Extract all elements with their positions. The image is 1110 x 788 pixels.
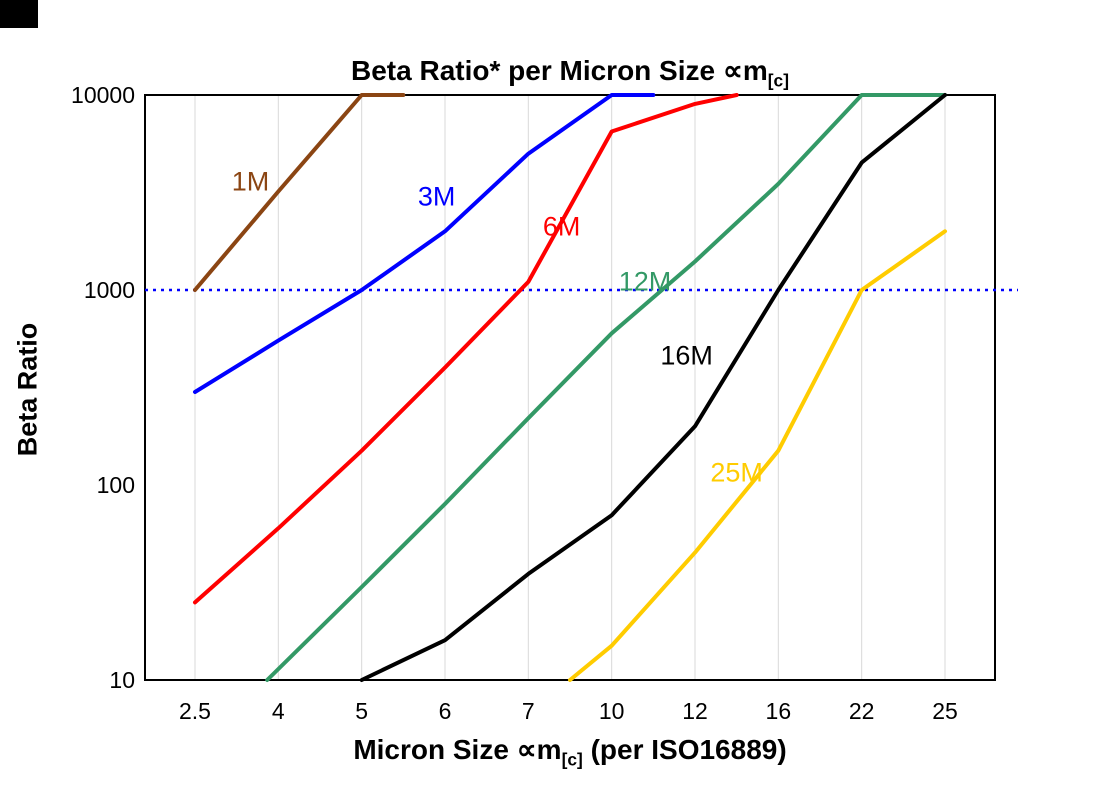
series-label-12M: 12M	[618, 266, 672, 297]
series-line-25M	[568, 229, 947, 682]
series-line-16M	[359, 93, 947, 682]
x-axis-title-subscript: [c]	[561, 749, 583, 770]
series-line-1M	[193, 93, 406, 292]
x-axis-title-text: Micron Size ∝m	[353, 734, 562, 765]
series-label-1M: 1M	[231, 166, 270, 197]
series-label-3M: 3M	[417, 181, 456, 212]
x-tick-label: 12	[682, 698, 708, 724]
series-label-6M: 6M	[542, 211, 581, 242]
x-tick-label: 4	[271, 698, 285, 724]
series-line-12M	[265, 93, 947, 682]
plot-border	[144, 94, 996, 681]
chart-title-subscript: [c]	[767, 70, 789, 91]
x-tick-label: 16	[765, 698, 792, 724]
y-tick-label: 10	[109, 667, 135, 693]
series-line-6M	[193, 93, 739, 605]
x-tick-label: 7	[521, 698, 535, 724]
y-tick-label: 100	[96, 472, 135, 498]
series-label-25M: 25M	[710, 457, 763, 488]
x-tick-label: 6	[438, 698, 452, 724]
y-tick-label: 1000	[83, 277, 135, 303]
x-axis-title-suffix: (per ISO16889)	[582, 734, 787, 765]
chart-title-text: Beta Ratio* per Micron Size ∝m	[351, 55, 768, 86]
x-axis-title: Micron Size ∝m[c] (per ISO16889)	[145, 733, 995, 771]
series-label-16M: 16M	[660, 340, 713, 371]
y-tick-label: 10000	[71, 82, 135, 108]
x-tick-label: 2.5	[179, 698, 211, 724]
x-tick-label: 10	[598, 698, 625, 724]
x-tick-label: 5	[355, 698, 369, 724]
corner-artifact	[0, 0, 38, 28]
x-tick-label: 25	[932, 698, 958, 724]
chart-title: Beta Ratio* per Micron Size ∝m[c]	[145, 54, 995, 92]
x-tick-label: 22	[848, 698, 875, 724]
series-line-3M	[193, 93, 656, 394]
